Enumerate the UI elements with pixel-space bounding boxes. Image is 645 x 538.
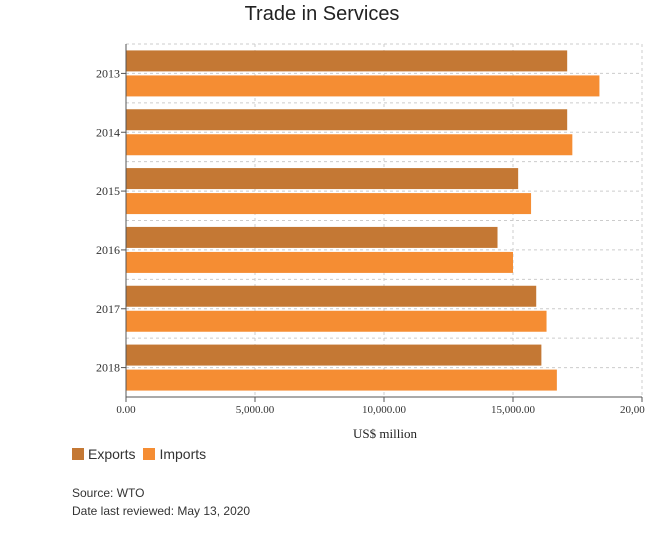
x-axis-label: US$ million [353, 426, 417, 440]
x-tick-labels: 0.00 5,000.00 10,000.00 15,000.00 20,000.00 [116, 404, 645, 416]
bar-exports-2013 [126, 50, 568, 72]
grid [125, 43, 643, 398]
legend: Exports Imports [72, 446, 206, 462]
legend-label-exports: Exports [88, 446, 136, 462]
bar-imports-2018 [126, 369, 557, 391]
bar-exports-2017 [126, 285, 537, 307]
bar-imports-2016 [126, 251, 513, 273]
legend-item-imports[interactable]: Imports [143, 446, 206, 462]
bar-exports-2016 [126, 226, 498, 248]
bar-imports-2013 [126, 75, 600, 97]
y-tick-label: 2013 [96, 66, 120, 80]
legend-label-imports: Imports [159, 446, 207, 462]
legend-item-exports[interactable]: Exports [72, 446, 135, 462]
x-tick-label: 20,000.00 [620, 404, 645, 416]
legend-swatch-exports [72, 448, 84, 460]
legend-swatch-imports [143, 448, 156, 460]
chart: Trade in Services 2013201420152016201720… [96, 3, 645, 440]
y-tick-label: 2016 [96, 243, 120, 257]
y-tick-label: 2014 [96, 125, 120, 139]
bar-imports-2017 [126, 310, 547, 332]
reviewed-date: Date last reviewed: May 13, 2020 [72, 504, 251, 518]
source-text: Source: WTO [72, 486, 145, 500]
x-tick-label: 5,000.00 [236, 404, 275, 416]
y-tick-label: 2018 [96, 361, 120, 375]
y-tick-label: 2015 [96, 184, 120, 198]
x-tick-label: 10,000.00 [362, 404, 407, 416]
bar-exports-2018 [126, 344, 542, 366]
y-tick-label: 2017 [96, 302, 120, 316]
axes [121, 44, 643, 402]
bars [126, 50, 600, 391]
bar-imports-2015 [126, 193, 532, 215]
chart-title: Trade in Services [245, 3, 400, 25]
bar-imports-2014 [126, 134, 573, 156]
y-tick-labels: 2013 2014 2015 2016 2017 2018 [96, 66, 120, 374]
bar-exports-2014 [126, 109, 568, 131]
bar-exports-2015 [126, 168, 519, 190]
x-tick-label: 0.00 [116, 404, 136, 416]
x-tick-label: 15,000.00 [491, 404, 536, 416]
